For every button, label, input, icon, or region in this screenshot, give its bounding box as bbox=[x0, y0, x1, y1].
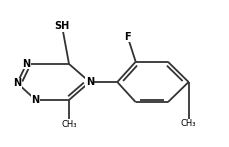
Text: N: N bbox=[22, 59, 30, 69]
Text: N: N bbox=[13, 78, 21, 88]
Text: F: F bbox=[124, 32, 130, 42]
Text: CH₃: CH₃ bbox=[61, 120, 76, 129]
Text: SH: SH bbox=[54, 21, 69, 31]
Text: CH₃: CH₃ bbox=[180, 119, 196, 128]
Text: N: N bbox=[85, 77, 93, 87]
Text: N: N bbox=[31, 95, 40, 105]
